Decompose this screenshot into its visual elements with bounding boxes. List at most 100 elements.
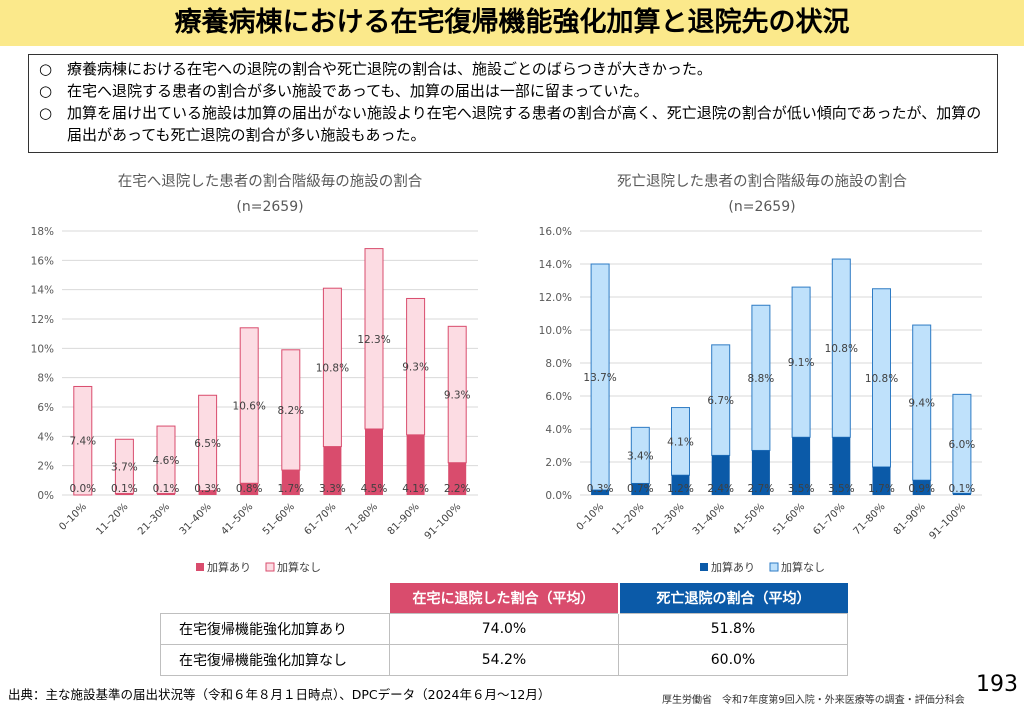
right-data-label-without: 6.0%: [949, 439, 976, 451]
left-data-label-with: 2.2%: [444, 483, 471, 495]
left-y-tick-label: 8%: [37, 373, 54, 385]
left-legend-label-without: 加算なし: [277, 560, 321, 574]
left-data-label-with: 0.8%: [236, 483, 263, 495]
left-data-label-without: 6.5%: [194, 438, 221, 450]
right-data-label-with: 0.9%: [908, 483, 935, 495]
left-data-label-with: 0.1%: [111, 483, 138, 495]
left-bar-with: [157, 493, 175, 495]
right-y-tick-label: 8.0%: [545, 358, 572, 370]
left-data-label-without: 4.6%: [153, 455, 180, 467]
right-x-tick-label: 0–10%: [575, 501, 607, 533]
summary-text: 在宅へ退院する患者の割合が多い施設であっても、加算の届出は一部に留まっていた。: [67, 82, 649, 100]
right-data-label-without: 9.4%: [908, 398, 935, 410]
left-data-label-with: 0.1%: [153, 483, 180, 495]
right-bar-with: [671, 475, 690, 495]
right-data-label-without: 4.1%: [667, 436, 694, 448]
right-data-label-with: 0.1%: [949, 483, 976, 495]
left-data-label-without: 8.2%: [277, 405, 304, 417]
right-legend-swatch-with: [700, 563, 708, 571]
right-bar-with: [872, 466, 891, 495]
left-y-tick-label: 2%: [37, 461, 54, 473]
left-data-label-with: 0.3%: [194, 483, 221, 495]
right-bar-with: [591, 490, 610, 495]
left-bar-without: [281, 349, 301, 471]
left-bar-without: [73, 385, 93, 496]
left-data-label-without: 3.7%: [111, 461, 138, 473]
right-x-tick-label: 81–90%: [892, 501, 928, 537]
table-header-row: 在宅に退院した割合（平均） 死亡退院の割合（平均）: [161, 583, 848, 614]
left-data-label-without: 9.3%: [444, 390, 471, 402]
right-y-tick-label: 14.0%: [539, 259, 572, 271]
left-bar-with: [406, 434, 425, 495]
right-legend-swatch-without: [769, 562, 779, 572]
cell-home: 54.2%: [389, 644, 619, 676]
page-title: 療養病棟における在宅復帰機能強化加算と退院先の状況: [174, 7, 850, 38]
bullet-circle: ○: [39, 82, 53, 100]
right-y-tick-label: 12.0%: [539, 292, 572, 304]
organization-note: 厚生労働省 令和7年度第9回入院・外来医療等の調査・評価分科会: [662, 695, 965, 706]
left-data-label-without: 10.8%: [316, 362, 349, 374]
summary-item: ○ 療養病棟における在宅への退院の割合や死亡退院の割合は、施設ごとのばらつきが大…: [39, 58, 987, 80]
right-data-label-without: 8.8%: [748, 373, 775, 385]
left-y-tick-label: 12%: [31, 314, 54, 326]
left-chart-subtitle: (n=2659): [236, 199, 304, 215]
right-bar-with: [832, 437, 851, 495]
right-y-tick-label: 2.0%: [545, 457, 572, 469]
header-death-ratio: 死亡退院の割合（平均）: [618, 583, 848, 614]
row-label: 在宅復帰機能強化加算なし: [160, 644, 390, 676]
left-data-label-without: 10.6%: [233, 401, 266, 413]
right-bar-without: [671, 407, 690, 476]
right-x-tick-label: 51–60%: [771, 501, 807, 537]
cell-home: 74.0%: [389, 613, 619, 645]
right-x-tick-label: 21–30%: [651, 501, 687, 537]
right-data-label-without: 10.8%: [825, 343, 858, 355]
left-bar-with: [365, 429, 383, 495]
right-y-tick-label: 0.0%: [545, 490, 572, 502]
left-y-tick-label: 18%: [31, 226, 54, 238]
left-bar-with: [115, 493, 134, 495]
left-y-tick-label: 14%: [31, 285, 54, 297]
right-chart-title: 死亡退院した患者の割合階級毎の施設の割合: [617, 174, 907, 190]
left-legend-label-with: 加算あり: [207, 560, 251, 574]
right-data-label-with: 3.5%: [788, 483, 815, 495]
title-bar: [0, 0, 1024, 46]
right-y-tick-label: 4.0%: [545, 424, 572, 436]
right-chart-subtitle: (n=2659): [728, 199, 796, 215]
left-chart-title: 在宅へ退院した患者の割合階級毎の施設の割合: [117, 174, 423, 190]
right-data-label-without: 3.4%: [627, 450, 654, 462]
right-y-tick-label: 16.0%: [539, 226, 572, 238]
left-data-label-with: 3.3%: [319, 483, 346, 495]
left-y-tick-label: 4%: [37, 431, 54, 443]
left-data-label-with: 4.1%: [402, 483, 429, 495]
right-data-label-without: 10.8%: [865, 373, 898, 385]
right-y-tick-label: 6.0%: [545, 391, 572, 403]
left-legend-swatch-with: [196, 563, 204, 571]
summary-box: ○ 療養病棟における在宅への退院の割合や死亡退院の割合は、施設ごとのばらつきが大…: [28, 54, 998, 153]
table-corner: [161, 583, 390, 614]
right-data-label-with: 2.4%: [707, 483, 734, 495]
left-data-label-with: 4.5%: [361, 483, 388, 495]
summary-text: 加算を届け出ている施設は加算の届出がない施設より在宅へ退院する患者の割合が高く、…: [67, 104, 982, 144]
bullet-circle: ○: [39, 60, 53, 78]
right-data-label-with: 2.7%: [748, 483, 775, 495]
average-table: 在宅に退院した割合（平均） 死亡退院の割合（平均） 在宅復帰機能強化加算あり 7…: [160, 583, 848, 676]
right-data-label-with: 1.7%: [868, 483, 895, 495]
right-x-tick-label: 31–40%: [691, 501, 727, 537]
header-home-ratio: 在宅に退院した割合（平均）: [389, 583, 620, 614]
right-data-label-without: 6.7%: [707, 395, 734, 407]
left-y-tick-label: 6%: [37, 402, 54, 414]
left-data-label-without: 9.3%: [402, 362, 429, 374]
table-row: 在宅復帰機能強化加算あり 74.0% 51.8%: [160, 613, 848, 645]
left-data-label-with: 1.7%: [277, 483, 304, 495]
right-data-label-with: 0.7%: [627, 483, 654, 495]
left-bar-with: [281, 470, 300, 495]
left-bar-with: [448, 462, 467, 495]
right-bar-with: [912, 480, 931, 495]
left-data-label-without: 12.3%: [357, 334, 390, 346]
cell-death: 60.0%: [618, 644, 848, 676]
left-legend-swatch-without: [265, 562, 275, 572]
table-row: 在宅復帰機能強化加算なし 54.2% 60.0%: [160, 644, 848, 676]
source-note: 出典：主な施設基準の届出状況等（令和６年８月１日時点）、DPCデータ（2024年…: [8, 687, 551, 702]
left-y-tick-label: 10%: [31, 343, 54, 355]
